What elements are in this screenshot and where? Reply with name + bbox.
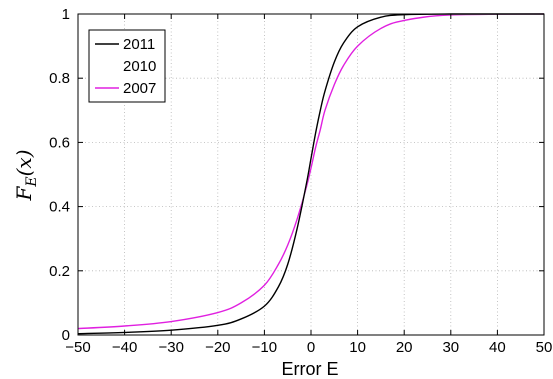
x-tick-label: 20	[396, 339, 413, 356]
legend-label-2011: 2011	[123, 36, 155, 53]
x-tick-label: −40	[112, 339, 137, 356]
legend-box	[88, 29, 166, 103]
series-line-2007	[77, 13, 545, 330]
x-tick-labels: −50 −40 −30 −20 −10 0 10 20 30 40 50	[65, 339, 552, 356]
x-axis-label: Error E	[281, 359, 338, 379]
x-tick-label: 50	[536, 339, 553, 356]
y-tick-label: 1	[62, 6, 70, 23]
y-tick-label: 0.4	[49, 199, 70, 216]
x-tick-label: −50	[65, 339, 90, 356]
x-tick-label: −20	[205, 339, 230, 356]
x-tick-label: −10	[252, 339, 277, 356]
axis-ticks	[77, 13, 545, 336]
y-axis-label: FE(x)	[12, 149, 40, 201]
y-tick-labels: 0 0.2 0.4 0.6 0.8 1	[49, 6, 70, 344]
y-tick-label: 0.2	[49, 263, 70, 280]
x-tick-label: 40	[489, 339, 506, 356]
y-tick-label: 0.6	[49, 134, 70, 151]
series-layer	[77, 13, 545, 335]
y-tick-label: 0.8	[49, 70, 70, 87]
legend: 2011 2010 2007	[88, 29, 166, 103]
x-tick-label: −30	[158, 339, 183, 356]
x-tick-label: 10	[349, 339, 366, 356]
series-line-2011	[77, 13, 544, 335]
y-tick-label: 0	[62, 327, 70, 344]
legend-label-2010: 2010	[123, 58, 156, 75]
y-axis-label-text: FE(x)	[12, 149, 40, 201]
x-tick-label: 0	[307, 339, 315, 356]
x-tick-label: 30	[442, 339, 459, 356]
legend-label-2007: 2007	[123, 80, 156, 97]
